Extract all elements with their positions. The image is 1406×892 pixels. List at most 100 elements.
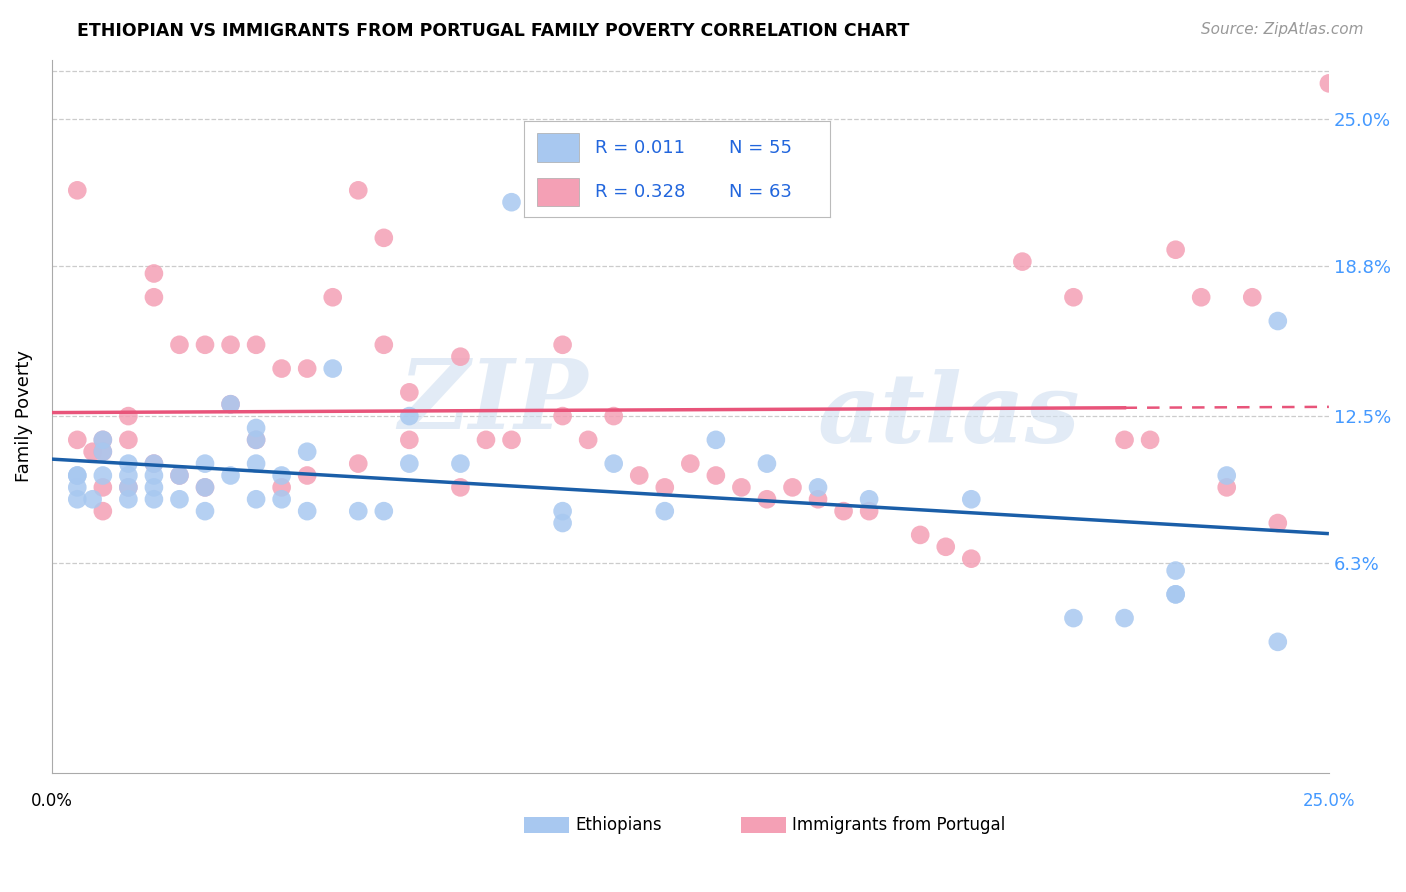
Point xyxy=(66,468,89,483)
Point xyxy=(1114,433,1136,447)
Point xyxy=(194,338,217,352)
Point xyxy=(1164,243,1187,257)
Point xyxy=(270,492,292,507)
Text: 25.0%: 25.0% xyxy=(1302,791,1355,810)
Point xyxy=(398,433,420,447)
Point xyxy=(245,492,267,507)
Text: Immigrants from Portugal: Immigrants from Portugal xyxy=(793,816,1005,834)
Text: 0.0%: 0.0% xyxy=(31,791,73,810)
Point xyxy=(245,457,267,471)
Text: R = 0.328: R = 0.328 xyxy=(595,183,685,201)
Point xyxy=(194,480,217,494)
Point xyxy=(66,468,89,483)
Point xyxy=(602,457,624,471)
Point xyxy=(1215,480,1237,494)
Bar xyxy=(537,133,579,162)
Point xyxy=(1062,611,1084,625)
Bar xyxy=(537,178,579,206)
Point xyxy=(142,267,165,281)
Point xyxy=(704,433,727,447)
Point xyxy=(807,480,830,494)
Text: N = 63: N = 63 xyxy=(728,183,792,201)
Point xyxy=(245,338,267,352)
Point xyxy=(117,457,139,471)
Point xyxy=(322,290,344,304)
Point xyxy=(1267,635,1289,649)
Point xyxy=(82,492,104,507)
Point xyxy=(91,433,114,447)
Point xyxy=(66,183,89,197)
Point xyxy=(1062,290,1084,304)
Point xyxy=(219,397,242,411)
Point xyxy=(142,457,165,471)
Point xyxy=(398,457,420,471)
Point xyxy=(373,338,395,352)
Point xyxy=(117,492,139,507)
Point xyxy=(169,338,191,352)
Point xyxy=(373,231,395,245)
Point xyxy=(1267,516,1289,530)
Point xyxy=(858,492,880,507)
Point xyxy=(245,433,267,447)
Point xyxy=(91,444,114,458)
Point xyxy=(1215,468,1237,483)
Text: N = 55: N = 55 xyxy=(728,138,792,157)
Point xyxy=(475,433,498,447)
Point xyxy=(602,409,624,423)
Point xyxy=(295,361,318,376)
Point xyxy=(270,468,292,483)
Point xyxy=(295,468,318,483)
Point xyxy=(551,504,574,518)
Point xyxy=(66,492,89,507)
Text: Ethiopians: Ethiopians xyxy=(575,816,662,834)
Point xyxy=(117,480,139,494)
Point xyxy=(551,338,574,352)
Point xyxy=(91,468,114,483)
Point xyxy=(1317,76,1340,90)
Point xyxy=(169,492,191,507)
Point xyxy=(449,350,471,364)
Point xyxy=(270,480,292,494)
Point xyxy=(730,480,752,494)
Point xyxy=(270,361,292,376)
Bar xyxy=(524,817,569,833)
Point xyxy=(654,504,676,518)
Point xyxy=(219,338,242,352)
Point xyxy=(373,504,395,518)
Point xyxy=(295,504,318,518)
Point xyxy=(807,492,830,507)
Point xyxy=(142,468,165,483)
Point xyxy=(194,504,217,518)
Point xyxy=(1114,611,1136,625)
Text: Source: ZipAtlas.com: Source: ZipAtlas.com xyxy=(1201,22,1364,37)
Point xyxy=(1267,314,1289,328)
Text: R = 0.011: R = 0.011 xyxy=(595,138,685,157)
Text: atlas: atlas xyxy=(818,369,1081,463)
Point xyxy=(347,183,370,197)
Point xyxy=(704,468,727,483)
Point xyxy=(194,480,217,494)
Point xyxy=(347,504,370,518)
Point xyxy=(755,457,778,471)
Point xyxy=(782,480,804,494)
Point xyxy=(169,468,191,483)
Point xyxy=(347,457,370,471)
Point xyxy=(832,504,855,518)
Point xyxy=(576,433,599,447)
Point xyxy=(1164,587,1187,601)
Text: ETHIOPIAN VS IMMIGRANTS FROM PORTUGAL FAMILY POVERTY CORRELATION CHART: ETHIOPIAN VS IMMIGRANTS FROM PORTUGAL FA… xyxy=(77,22,910,40)
Point xyxy=(91,504,114,518)
Point xyxy=(117,409,139,423)
Point xyxy=(142,480,165,494)
Point xyxy=(142,290,165,304)
Point xyxy=(219,397,242,411)
Point xyxy=(1241,290,1264,304)
Point xyxy=(935,540,957,554)
Point xyxy=(117,433,139,447)
Point xyxy=(66,480,89,494)
Point xyxy=(169,468,191,483)
Point xyxy=(322,361,344,376)
Y-axis label: Family Poverty: Family Poverty xyxy=(15,350,32,482)
Bar xyxy=(741,817,786,833)
Point xyxy=(219,468,242,483)
